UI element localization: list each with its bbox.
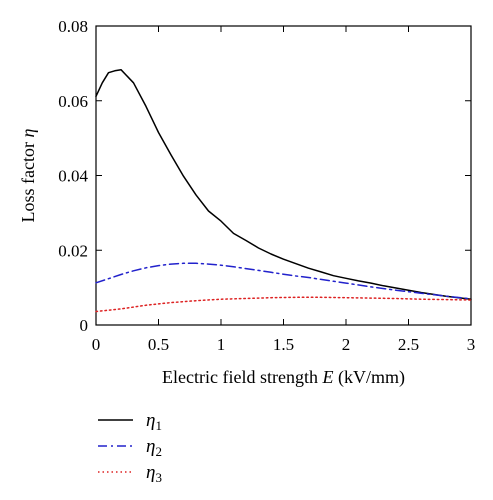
y-tick-label: 0.06 [58,92,88,111]
series-line-η1 [95,68,472,300]
legend-label-η3: η3 [146,462,162,485]
x-axis-title-unit: (kV/mm) [333,367,405,388]
y-axis-title-text: Loss factor [18,137,38,222]
x-axis-title: Electric field strength E (kV/mm) [162,367,405,388]
y-tick-label: 0 [80,316,89,335]
x-axis-title-symbol: E [321,367,333,387]
x-tick-label: 3 [467,335,476,354]
x-axis-title-text: Electric field strength [162,367,322,387]
y-tick-label: 0.04 [58,167,88,186]
series-layer [95,68,472,313]
x-tick-label: 2 [342,335,351,354]
axis-labels: 0 0.5 1 1.5 2 2.5 3 0 0.02 0.04 0.06 0.08 Electric f… [18,17,475,388]
x-tick-label: 1.5 [273,335,294,354]
x-tick-label: 2.5 [398,335,419,354]
series-line-η2 [95,262,472,300]
y-axis-title-symbol: η [18,128,38,137]
plot-frame [95,25,472,326]
y-tick-label: 0.02 [58,241,88,260]
y-axis-title: Loss factor η [18,128,38,222]
y-tick-label: 0.08 [58,17,88,36]
legend-label-η2: η2 [146,436,162,459]
series-line-η3 [95,296,472,313]
axes [95,25,472,326]
legend: η1 η2 η3 [98,410,162,485]
x-tick-label: 0.5 [148,335,169,354]
legend-label-η1: η1 [146,410,162,433]
x-tick-label: 0 [92,335,101,354]
x-tick-label: 1 [217,335,226,354]
